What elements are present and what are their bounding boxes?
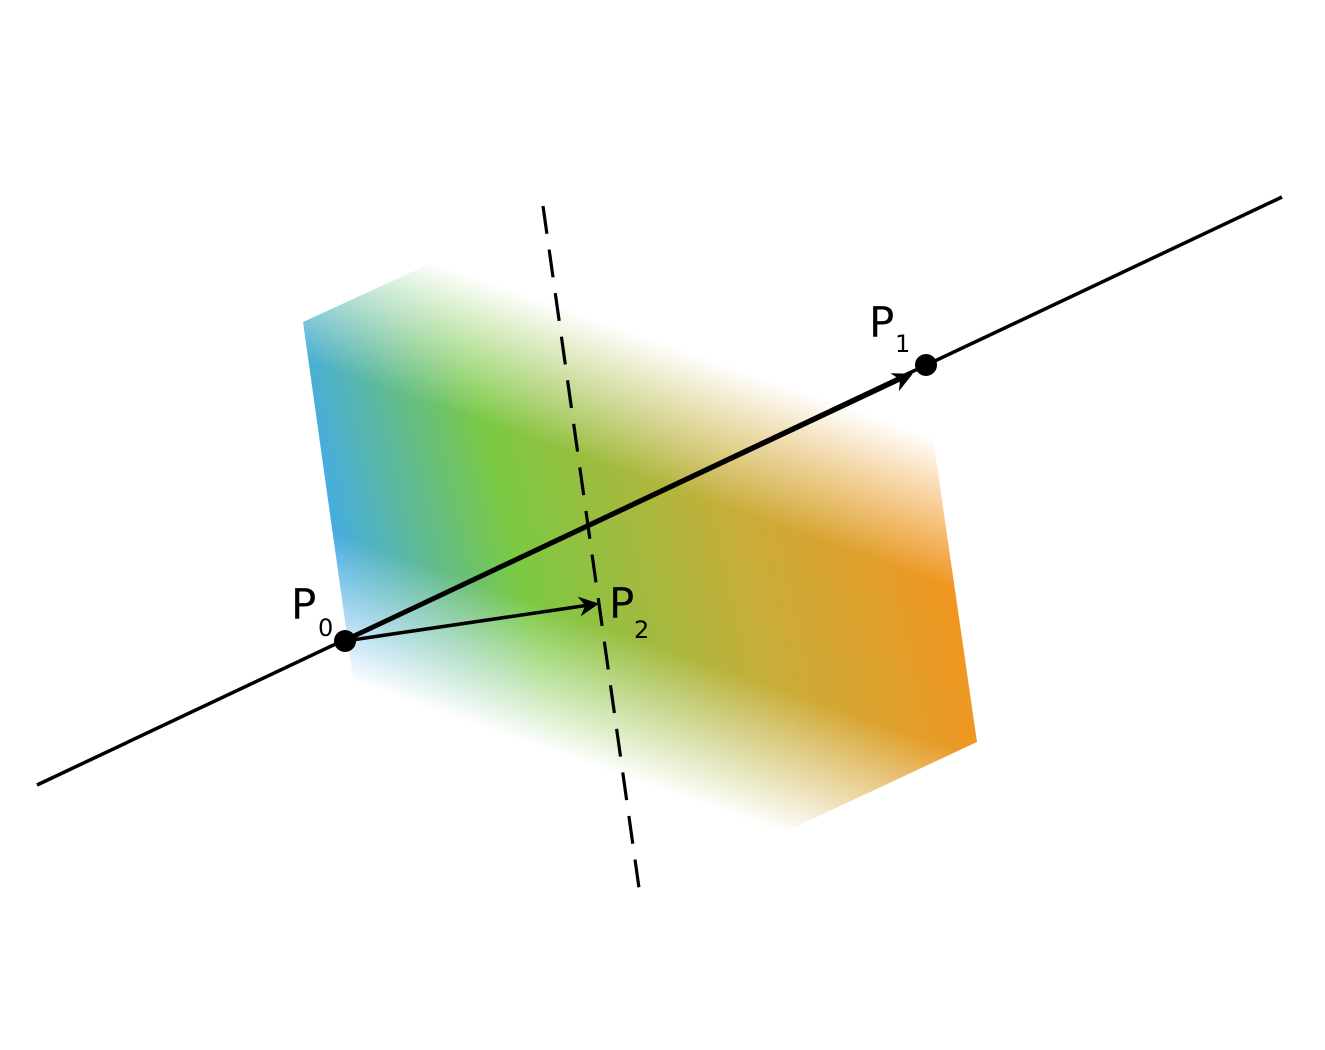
label-p2: P 2 xyxy=(609,579,649,644)
label-p2-main: P xyxy=(609,579,634,628)
main-line xyxy=(36,195,1283,787)
label-p2-sub: 2 xyxy=(634,616,649,644)
label-p1-main: P xyxy=(869,298,894,347)
vector-p0-p1 xyxy=(344,373,913,643)
label-p0-main: P xyxy=(291,580,316,629)
label-p1-sub: 1 xyxy=(895,330,910,358)
plane xyxy=(303,58,977,1012)
label-p0-sub: 0 xyxy=(318,614,333,642)
label-p1: P 1 xyxy=(869,298,910,358)
vector-p0-p2 xyxy=(344,596,599,643)
point-p1-dot xyxy=(915,354,937,376)
dashed-line xyxy=(541,205,642,896)
label-p0: P 0 xyxy=(291,580,333,642)
point-p0-dot xyxy=(334,630,356,652)
